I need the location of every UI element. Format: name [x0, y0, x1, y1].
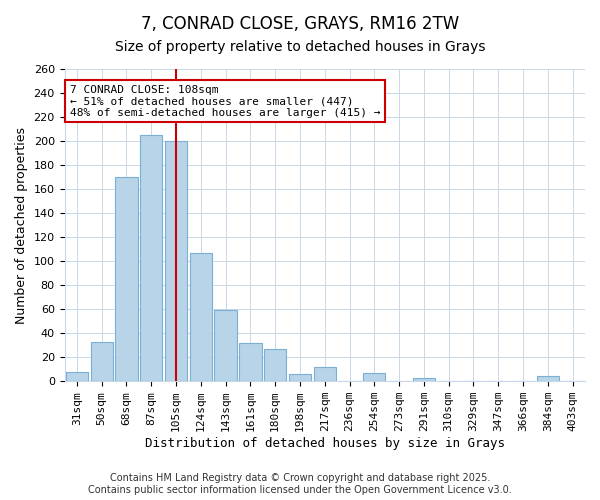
Text: Size of property relative to detached houses in Grays: Size of property relative to detached ho…	[115, 40, 485, 54]
Bar	[413, 378, 435, 381]
Bar	[115, 177, 137, 381]
Bar	[140, 135, 163, 381]
Text: 7, CONRAD CLOSE, GRAYS, RM16 2TW: 7, CONRAD CLOSE, GRAYS, RM16 2TW	[141, 15, 459, 33]
Text: Contains HM Land Registry data © Crown copyright and database right 2025.
Contai: Contains HM Land Registry data © Crown c…	[88, 474, 512, 495]
Bar	[91, 342, 113, 381]
X-axis label: Distribution of detached houses by size in Grays: Distribution of detached houses by size …	[145, 437, 505, 450]
Bar	[239, 343, 262, 381]
Bar	[363, 373, 385, 381]
Bar	[264, 349, 286, 381]
Bar	[214, 310, 237, 381]
Y-axis label: Number of detached properties: Number of detached properties	[15, 126, 28, 324]
Bar	[289, 374, 311, 381]
Text: 7 CONRAD CLOSE: 108sqm
← 51% of detached houses are smaller (447)
48% of semi-de: 7 CONRAD CLOSE: 108sqm ← 51% of detached…	[70, 84, 380, 118]
Bar	[536, 376, 559, 381]
Bar	[314, 367, 336, 381]
Bar	[66, 372, 88, 381]
Bar	[190, 252, 212, 381]
Bar	[165, 141, 187, 381]
